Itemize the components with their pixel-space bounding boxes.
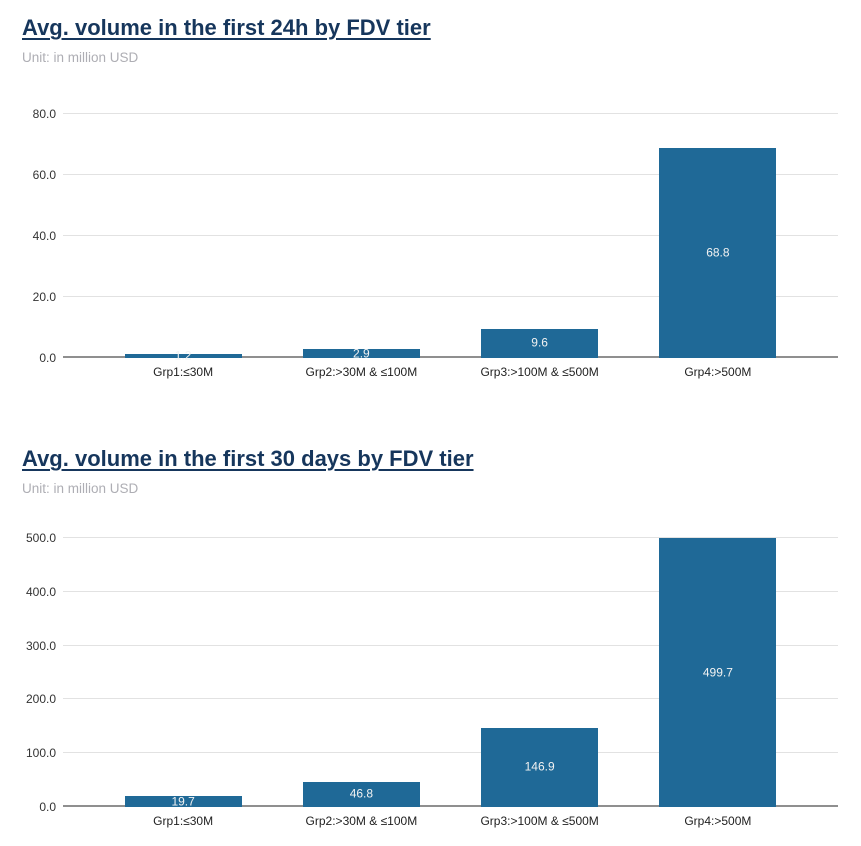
x-axis-category-label: Grp4:>500M bbox=[684, 814, 752, 828]
bar-column: 499.7 bbox=[629, 538, 807, 807]
bar-grp4[interactable]: 68.8 bbox=[659, 148, 777, 358]
bars-group: 1.2 2.9 9.6 68.8 bbox=[63, 114, 838, 362]
bar-value-label: 146.9 bbox=[524, 759, 555, 774]
x-axis-category-label: Grp3:>100M & ≤500M bbox=[480, 365, 599, 379]
bar-grp1[interactable]: 1.2 bbox=[124, 349, 242, 362]
bar-column: 46.8 bbox=[272, 781, 450, 807]
x-axis-category-label: Grp2:>30M & ≤100M bbox=[305, 365, 418, 379]
bar-column: 2.9 bbox=[272, 346, 450, 361]
bar-column: 9.6 bbox=[451, 328, 629, 358]
bar-chart-30d-plot: 0.0 100.0 200.0 300.0 400.0 500.0 19.7 46.8 146.… bbox=[26, 531, 838, 814]
gridline bbox=[63, 644, 838, 646]
y-axis-tick-label: 100.0 bbox=[25, 746, 56, 761]
bar-column: 19.7 bbox=[94, 794, 272, 809]
gridline bbox=[63, 590, 838, 592]
chart-section-24h: Avg. volume in the first 24h by FDV tier… bbox=[0, 14, 861, 379]
y-axis-tick-label: 0.0 bbox=[39, 800, 56, 814]
x-axis-category-label: Grp4:>500M bbox=[684, 365, 752, 379]
gridline bbox=[63, 296, 838, 297]
chart-section-30d: Avg. volume in the first 30 days by FDV … bbox=[0, 445, 861, 828]
chart-title-30d[interactable]: Avg. volume in the first 30 days by FDV … bbox=[22, 446, 474, 471]
bar-chart-24h-plot: 0.0 20.0 40.0 60.0 80.0 1.2 2.9 9.6 68.8 bbox=[33, 107, 838, 365]
gridline bbox=[63, 174, 838, 175]
bar-grp4[interactable]: 499.7 bbox=[659, 538, 777, 807]
chart-subtitle-24h: Unit: in million USD bbox=[22, 50, 139, 65]
chart-subtitle-30d: Unit: in million USD bbox=[22, 481, 139, 496]
bar-value-label: 19.7 bbox=[171, 794, 195, 809]
bar-column: 146.9 bbox=[451, 727, 629, 807]
bar-value-label: 46.8 bbox=[349, 786, 374, 801]
bar-column: 1.2 bbox=[94, 349, 272, 362]
bar-value-label: 9.6 bbox=[531, 335, 548, 350]
chart-title-24h[interactable]: Avg. volume in the first 24h by FDV tier bbox=[22, 15, 431, 40]
y-axis-tick-label: 60.0 bbox=[32, 168, 56, 182]
y-axis-tick-label: 200.0 bbox=[25, 692, 56, 707]
bar-value-label: 2.9 bbox=[353, 346, 370, 361]
x-axis-labels-30d: Grp1:≤30M Grp2:>30M & ≤100M Grp3:>100M & ≤… bbox=[63, 814, 838, 828]
x-axis-labels-24h: Grp1:≤30M Grp2:>30M & ≤100M Grp3:>100M & ≤… bbox=[63, 365, 838, 379]
x-axis-category-label: Grp1:≤30M bbox=[153, 365, 214, 379]
x-axis-line bbox=[63, 805, 838, 807]
bar-grp3[interactable]: 146.9 bbox=[481, 727, 599, 807]
bar-column: 68.8 bbox=[629, 148, 807, 358]
gridline bbox=[63, 698, 838, 700]
bar-value-label: 68.8 bbox=[706, 245, 730, 260]
y-axis-tick-label: 0.0 bbox=[39, 351, 56, 365]
bar-grp1[interactable]: 19.7 bbox=[124, 794, 242, 809]
y-axis-tick-label: 300.0 bbox=[25, 638, 56, 653]
y-axis-tick-label: 40.0 bbox=[32, 229, 56, 243]
bar-value-label: 1.2 bbox=[174, 348, 192, 363]
gridline bbox=[63, 537, 838, 538]
bars-group: 19.7 46.8 146.9 499.7 bbox=[63, 538, 838, 809]
bar-grp2[interactable]: 46.8 bbox=[302, 781, 420, 807]
y-axis-tick-label: 20.0 bbox=[32, 290, 56, 304]
x-axis-category-label: Grp3:>100M & ≤500M bbox=[480, 814, 599, 828]
y-axis-tick-label: 400.0 bbox=[25, 584, 56, 599]
y-axis-tick-label: 80.0 bbox=[32, 107, 56, 121]
x-axis-category-label: Grp1:≤30M bbox=[153, 814, 214, 828]
gridline bbox=[63, 113, 838, 114]
bar-grp3[interactable]: 9.6 bbox=[481, 328, 599, 358]
bar-grp2[interactable]: 2.9 bbox=[302, 346, 420, 361]
gridline bbox=[63, 752, 838, 754]
x-axis-category-label: Grp2:>30M & ≤100M bbox=[305, 814, 418, 828]
bar-value-label: 499.7 bbox=[702, 665, 733, 680]
y-axis-tick-label: 500.0 bbox=[25, 531, 56, 545]
gridline bbox=[63, 235, 838, 236]
x-axis-line bbox=[63, 356, 838, 358]
